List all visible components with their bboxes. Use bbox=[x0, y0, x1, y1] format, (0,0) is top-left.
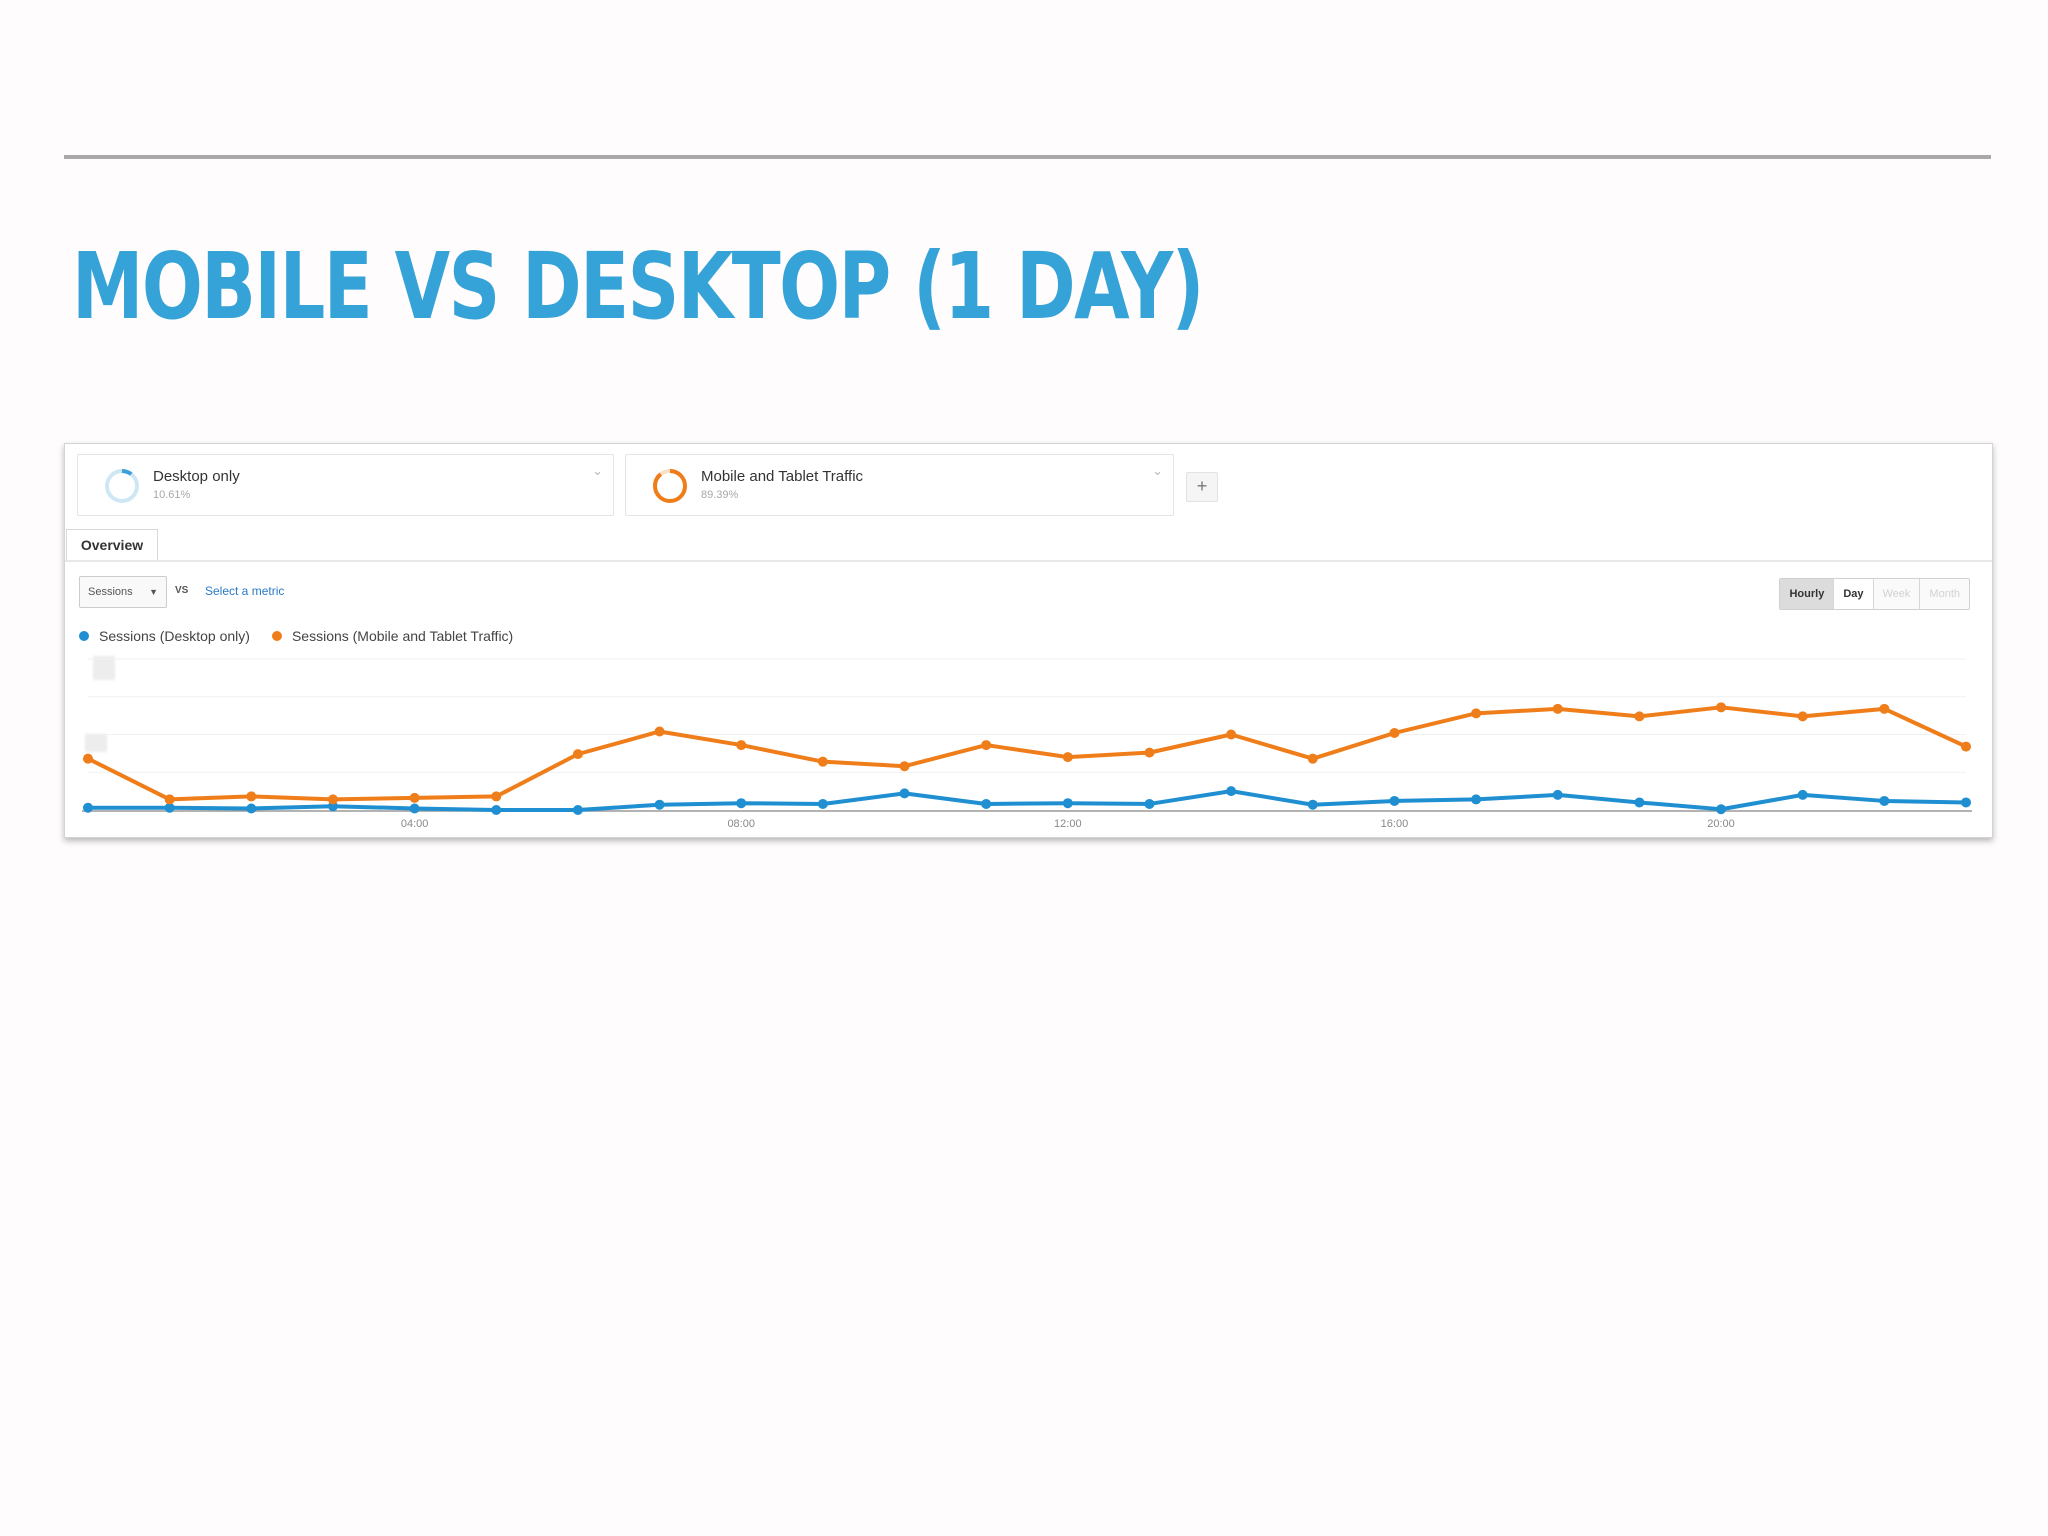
legend-item-mobile: Sessions (Mobile and Tablet Traffic) bbox=[271, 628, 514, 644]
legend-item-desktop: Sessions (Desktop only) bbox=[79, 628, 250, 644]
data-point[interactable] bbox=[736, 740, 747, 751]
segment-percent: 10.61% bbox=[153, 489, 191, 501]
data-point[interactable] bbox=[1552, 703, 1563, 714]
x-tick-label: 04:00 bbox=[401, 818, 429, 830]
data-point[interactable] bbox=[736, 798, 747, 809]
segment-card-mobile[interactable]: Mobile and Tablet Traffic 89.39% ⌄ bbox=[625, 454, 1174, 516]
x-tick-label: 16:00 bbox=[1381, 818, 1409, 830]
data-point[interactable] bbox=[654, 799, 665, 810]
data-point[interactable] bbox=[1144, 747, 1155, 758]
caret-down-icon: ▼ bbox=[149, 587, 158, 597]
data-point[interactable] bbox=[1716, 804, 1727, 815]
series-line bbox=[87, 705, 1967, 802]
data-point[interactable] bbox=[817, 798, 828, 809]
x-tick-label: 12:00 bbox=[1054, 818, 1082, 830]
x-tick-label: 08:00 bbox=[727, 818, 755, 830]
data-point[interactable] bbox=[1307, 799, 1318, 810]
data-point[interactable] bbox=[491, 805, 502, 815]
data-point[interactable] bbox=[1961, 797, 1971, 808]
data-point[interactable] bbox=[164, 802, 175, 813]
data-point[interactable] bbox=[1226, 786, 1237, 797]
segment-percent: 89.39% bbox=[701, 489, 739, 501]
granularity-month-button[interactable]: Month bbox=[1919, 579, 1969, 609]
data-point[interactable] bbox=[1797, 711, 1808, 722]
data-point[interactable] bbox=[1226, 729, 1237, 740]
data-point[interactable] bbox=[1634, 711, 1645, 722]
slide-title: MOBILE VS DESKTOP (1 DAY) bbox=[72, 233, 1204, 340]
data-point[interactable] bbox=[1716, 702, 1727, 713]
analytics-panel: Desktop only 10.61% ⌄ Mobile and Tablet … bbox=[64, 443, 1993, 838]
tab-overview[interactable]: Overview bbox=[66, 529, 158, 562]
legend-label: Sessions (Desktop only) bbox=[99, 628, 250, 644]
data-point[interactable] bbox=[409, 792, 420, 803]
desktop-segment-ring-icon bbox=[105, 469, 139, 503]
granularity-week-button[interactable]: Week bbox=[1872, 579, 1920, 609]
top-divider bbox=[64, 155, 1991, 159]
mobile-segment-ring-icon bbox=[653, 469, 687, 503]
data-point[interactable] bbox=[572, 749, 583, 760]
data-point[interactable] bbox=[572, 805, 583, 815]
chart-legend: Sessions (Desktop only) Sessions (Mobile… bbox=[79, 628, 513, 644]
legend-label: Sessions (Mobile and Tablet Traffic) bbox=[291, 628, 514, 644]
chevron-down-icon[interactable]: ⌄ bbox=[1152, 463, 1163, 478]
granularity-day-button[interactable]: Day bbox=[1833, 579, 1873, 609]
data-point[interactable] bbox=[1797, 789, 1808, 800]
vs-label: VS bbox=[175, 585, 189, 596]
data-point[interactable] bbox=[1879, 795, 1890, 806]
data-point[interactable] bbox=[1389, 727, 1400, 738]
data-point[interactable] bbox=[246, 791, 257, 802]
data-point[interactable] bbox=[83, 802, 93, 813]
data-point[interactable] bbox=[899, 788, 910, 799]
data-point[interactable] bbox=[899, 761, 910, 772]
legend-dot-icon bbox=[271, 631, 282, 641]
granularity-toggle: Hourly Day Week Month bbox=[1779, 578, 1970, 610]
data-point[interactable] bbox=[1307, 753, 1318, 764]
data-point[interactable] bbox=[246, 803, 257, 814]
data-point[interactable] bbox=[654, 726, 665, 737]
data-point[interactable] bbox=[409, 803, 420, 814]
series-line bbox=[88, 789, 1967, 812]
data-point[interactable] bbox=[491, 791, 502, 802]
data-point[interactable] bbox=[981, 740, 992, 751]
granularity-hourly-button[interactable]: Hourly bbox=[1780, 579, 1834, 609]
data-point[interactable] bbox=[1062, 798, 1073, 809]
data-point[interactable] bbox=[1552, 789, 1563, 800]
data-point[interactable] bbox=[1961, 741, 1971, 752]
data-point[interactable] bbox=[817, 756, 828, 767]
segment-name: Desktop only bbox=[153, 468, 240, 485]
segment-card-desktop[interactable]: Desktop only 10.61% ⌄ bbox=[77, 454, 614, 516]
data-point[interactable] bbox=[1471, 708, 1482, 719]
select-metric-link[interactable]: Select a metric bbox=[205, 584, 285, 598]
segment-name: Mobile and Tablet Traffic bbox=[701, 468, 864, 485]
data-point[interactable] bbox=[164, 794, 175, 805]
tab-underline bbox=[65, 560, 1992, 562]
x-tick-label: 20:00 bbox=[1707, 818, 1735, 830]
data-point[interactable] bbox=[1062, 752, 1073, 763]
add-segment-button[interactable]: + bbox=[1186, 472, 1218, 502]
data-point[interactable] bbox=[83, 753, 93, 764]
blurred-y-tick bbox=[85, 734, 107, 752]
metric-dropdown-value: Sessions bbox=[88, 586, 133, 598]
sessions-line-chart: 04:00 08:00 12:00 16:00 20:00 bbox=[82, 658, 1972, 830]
data-point[interactable] bbox=[1879, 703, 1890, 714]
data-point[interactable] bbox=[1144, 798, 1155, 809]
chevron-down-icon[interactable]: ⌄ bbox=[592, 463, 603, 478]
metric-dropdown[interactable]: Sessions ▼ bbox=[79, 576, 167, 608]
data-point[interactable] bbox=[327, 794, 338, 805]
data-point[interactable] bbox=[981, 798, 992, 809]
legend-dot-icon bbox=[79, 631, 89, 641]
data-point[interactable] bbox=[1634, 797, 1645, 808]
blurred-y-tick bbox=[93, 656, 115, 680]
data-point[interactable] bbox=[1471, 794, 1482, 805]
data-point[interactable] bbox=[1389, 795, 1400, 806]
